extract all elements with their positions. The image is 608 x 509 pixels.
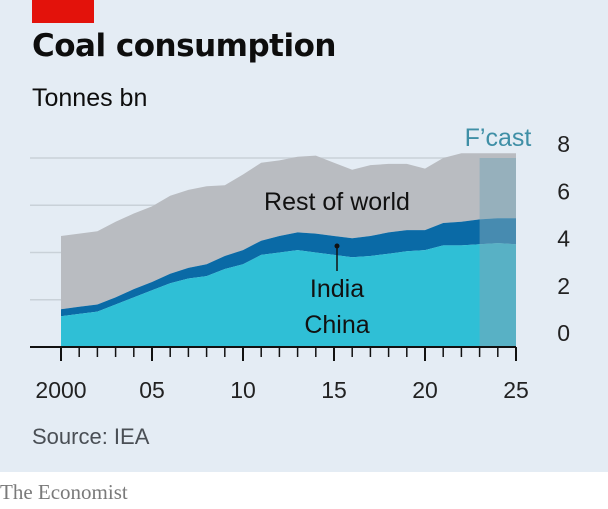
x-tick-label-25: 25 xyxy=(503,377,529,403)
chart-svg: Rest of world India China F’cast 0 2 4 6 8 2… xyxy=(30,124,570,403)
y-tick-label-2: 2 xyxy=(557,273,570,299)
brand-accent-bar xyxy=(32,0,94,23)
area-india xyxy=(61,218,516,317)
x-tick-label-10: 10 xyxy=(230,377,256,403)
axis-ticks xyxy=(60,347,517,361)
x-tick-label-05: 05 xyxy=(139,377,165,403)
x-tick-labels: 2000 05 10 15 20 25 xyxy=(35,377,528,403)
y-tick-label-6: 6 xyxy=(557,178,570,204)
area-rest-of-world xyxy=(61,153,516,310)
label-rest-of-world: Rest of world xyxy=(264,188,410,216)
publisher-brand: The Economist xyxy=(0,480,128,504)
x-tick-label-15: 15 xyxy=(321,377,347,403)
label-india: India xyxy=(310,275,364,303)
source-note: Source: IEA xyxy=(32,424,150,449)
y-tick-label-4: 4 xyxy=(557,226,570,252)
forecast-band xyxy=(479,158,516,347)
x-tick-label-20: 20 xyxy=(412,377,438,403)
area-china xyxy=(61,243,516,347)
x-tick-label-2000: 2000 xyxy=(35,377,86,403)
chart-title: Coal consumption xyxy=(32,28,336,64)
y-tick-labels: 0 2 4 6 8 xyxy=(557,131,570,346)
forecast-label: F’cast xyxy=(465,124,532,152)
chart-subtitle: Tonnes bn xyxy=(32,84,148,112)
y-tick-label-8: 8 xyxy=(557,131,570,157)
y-tick-label-0: 0 xyxy=(557,320,570,346)
india-leader-dot xyxy=(334,243,340,249)
label-china: China xyxy=(304,311,369,339)
